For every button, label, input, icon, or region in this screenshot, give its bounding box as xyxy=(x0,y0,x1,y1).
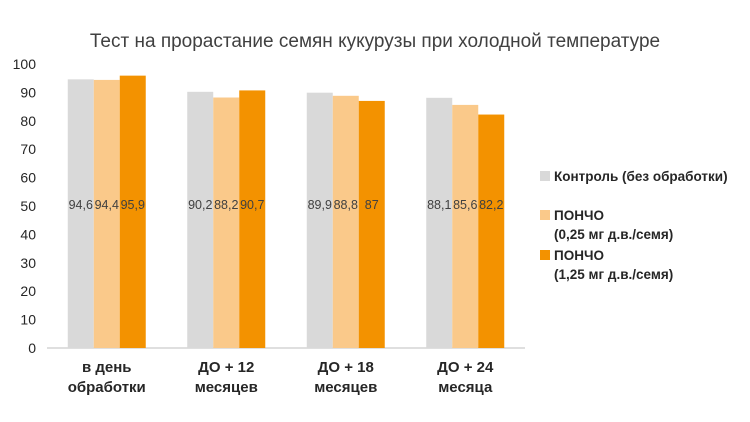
bar xyxy=(452,104,479,349)
category-label: месяца xyxy=(438,379,493,396)
bar xyxy=(426,97,453,349)
data-label: 85,6 xyxy=(453,198,477,212)
data-label: 88,2 xyxy=(214,198,238,212)
data-label: 90,2 xyxy=(188,198,212,212)
category-label: ДО + 12 xyxy=(198,359,254,376)
category-label: месяцев xyxy=(314,379,377,396)
category-label: ДО + 24 xyxy=(437,359,494,376)
data-label: 88,1 xyxy=(427,198,451,212)
y-tick-label: 0 xyxy=(28,340,36,356)
y-tick-label: 70 xyxy=(20,141,36,157)
data-label: 89,9 xyxy=(308,198,332,212)
legend-swatch xyxy=(540,210,550,220)
data-label: 90,7 xyxy=(240,198,264,212)
axes: 0 10 20 30 40 50 60 70 80 90 100 xyxy=(13,56,525,356)
bar xyxy=(67,79,94,348)
category-label: обработки xyxy=(68,379,146,396)
y-tick-label: 30 xyxy=(20,255,36,271)
category-label: ДО + 18 xyxy=(318,359,374,376)
bar xyxy=(239,90,266,349)
y-tick-label: 40 xyxy=(20,226,36,242)
bar xyxy=(478,114,505,348)
legend-swatch xyxy=(540,250,550,260)
y-tick-label: 90 xyxy=(20,84,36,100)
bar xyxy=(358,100,385,348)
bar xyxy=(187,91,214,348)
category-label: месяцев xyxy=(195,379,258,396)
data-label: 88,8 xyxy=(334,198,358,212)
bar xyxy=(93,79,120,349)
y-tick-label: 60 xyxy=(20,170,36,186)
data-labels: 94,6 94,4 95,9 90,2 88,2 90,7 89,9 88,8 87 88,1 85… xyxy=(69,198,504,212)
data-label: 94,4 xyxy=(95,198,119,212)
legend-label: (1,25 мг д.в./семя) xyxy=(554,267,673,282)
y-tick-label: 100 xyxy=(13,56,37,72)
bars xyxy=(67,75,505,349)
data-label: 95,9 xyxy=(121,198,145,212)
y-tick-label: 10 xyxy=(20,312,36,328)
y-tick-label: 80 xyxy=(20,113,36,129)
chart-title: Тест на прорастание семян кукурузы при х… xyxy=(90,31,660,52)
y-tick-label: 20 xyxy=(20,283,36,299)
legend-label: Контроль (без обработки) xyxy=(554,169,728,184)
category-labels: в день обработки ДО + 12 месяцев ДО + 18 меся… xyxy=(68,359,494,396)
category-label: в день xyxy=(82,359,132,376)
bar xyxy=(306,92,333,349)
data-label: 82,2 xyxy=(479,198,503,212)
bar xyxy=(332,95,359,348)
legend-swatch xyxy=(540,171,550,181)
bar xyxy=(213,97,240,349)
data-label: 94,6 xyxy=(69,198,93,212)
bar xyxy=(119,75,146,349)
legend: Контроль (без обработки) ПОНЧО (0,25 мг д.… xyxy=(540,169,728,282)
legend-label: ПОНЧО xyxy=(554,208,604,223)
legend-label: (0,25 мг д.в./семя) xyxy=(554,227,673,242)
legend-label: ПОНЧО xyxy=(554,248,604,263)
data-label: 87 xyxy=(365,198,379,212)
y-tick-label: 50 xyxy=(20,198,36,214)
